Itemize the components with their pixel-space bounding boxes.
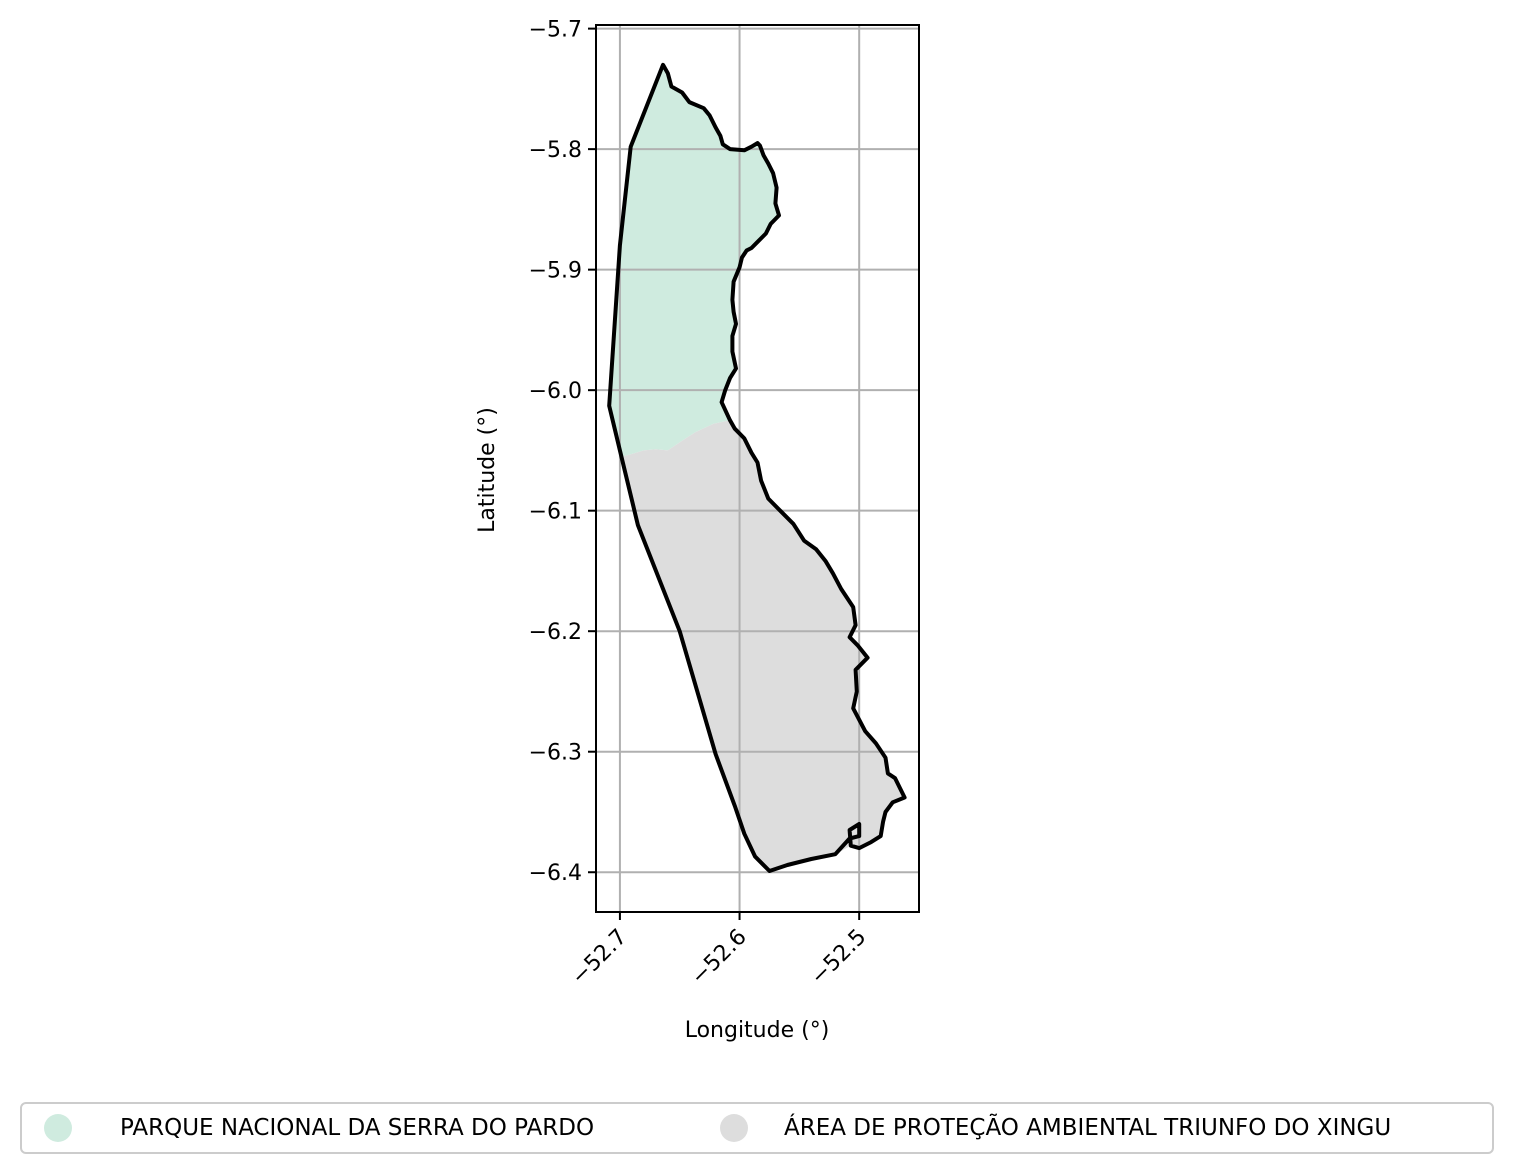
legend-item-apa: ÁREA DE PROTEÇÃO AMBIENTAL TRIUNFO DO XI… <box>720 1104 1391 1152</box>
y-tick-label-1: −5.8 <box>529 138 582 163</box>
grid-layer <box>596 25 919 912</box>
region-1 <box>619 420 905 871</box>
y-tick-label-2: −5.9 <box>529 259 582 284</box>
y-tick-label-0: −5.7 <box>529 18 582 43</box>
legend-marker-apa <box>720 1114 748 1142</box>
region-0 <box>609 64 779 457</box>
x-tick-label-1: −52.6 <box>686 925 751 990</box>
x-tick-label-0: −52.7 <box>567 925 632 990</box>
legend-label-parque: PARQUE NACIONAL DA SERRA DO PARDO <box>120 1115 595 1141</box>
legend-marker-parque <box>44 1114 72 1142</box>
y-tick-label-4: −6.1 <box>529 500 582 525</box>
y-axis-label: Latitude (°) <box>475 407 500 533</box>
y-tick-label-6: −6.3 <box>529 741 582 766</box>
y-tick-label-3: −6.0 <box>529 379 582 404</box>
y-tick-label-5: −6.2 <box>529 620 582 645</box>
outline-layer <box>607 62 907 873</box>
y-tick-label-7: −6.4 <box>529 861 582 886</box>
legend-label-apa: ÁREA DE PROTEÇÃO AMBIENTAL TRIUNFO DO XI… <box>784 1115 1392 1141</box>
x-tick-label-2: −52.5 <box>806 925 871 990</box>
boundary-outline <box>607 62 907 873</box>
x-axis-label: Longitude (°) <box>685 1018 830 1043</box>
legend-item-parque: PARQUE NACIONAL DA SERRA DO PARDO <box>44 1104 594 1152</box>
regions-layer <box>609 64 905 871</box>
axes-frame <box>595 24 920 913</box>
legend: PARQUE NACIONAL DA SERRA DO PARDO ÁREA D… <box>20 1102 1494 1154</box>
